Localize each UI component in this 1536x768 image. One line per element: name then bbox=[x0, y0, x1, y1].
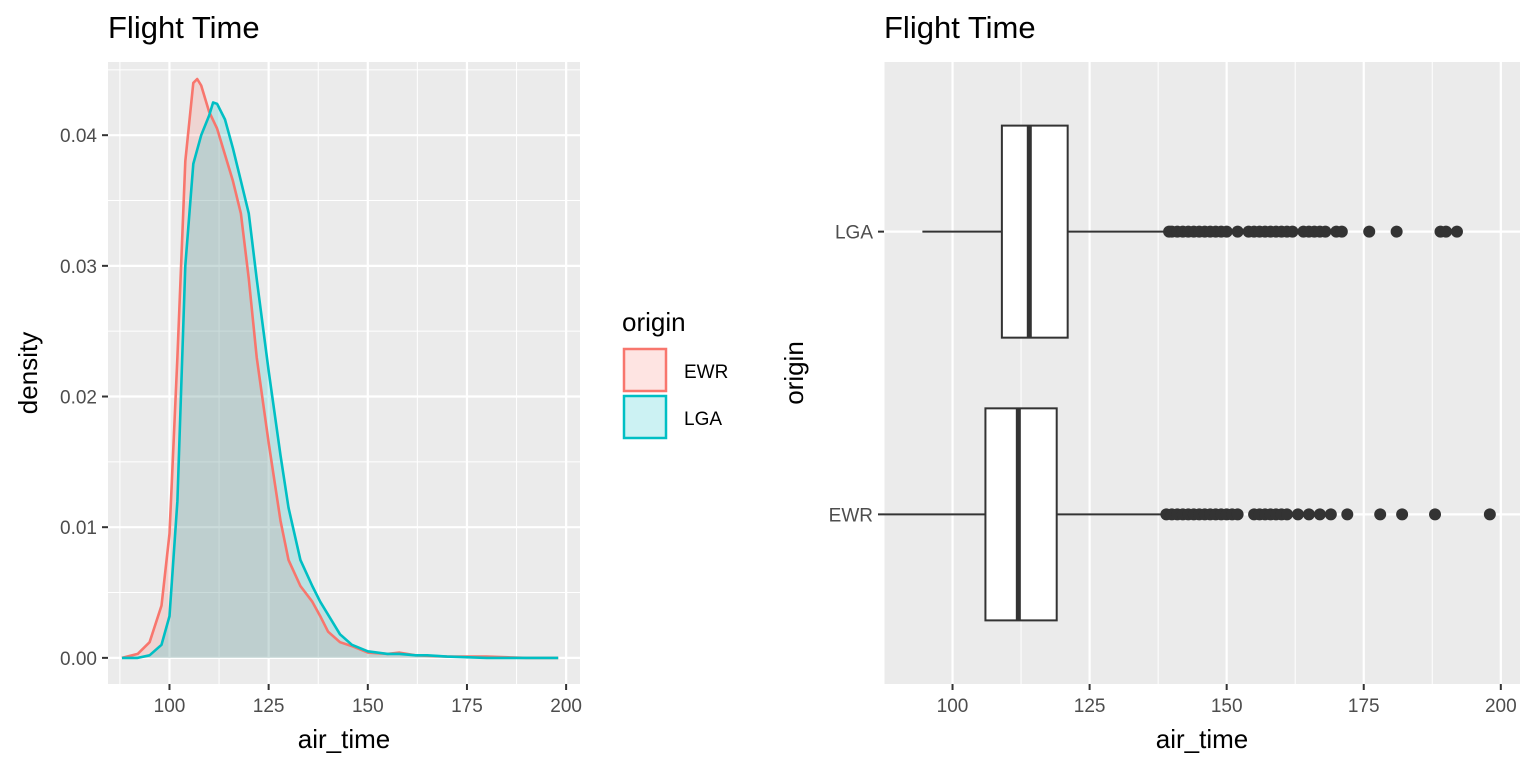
density-x-ticks: 100 125 150 175 200 bbox=[154, 684, 582, 717]
y-tick-label: 0.01 bbox=[60, 518, 97, 539]
box-ewr bbox=[884, 407, 1496, 622]
legend: origin EWR LGA bbox=[622, 307, 728, 440]
box-lga bbox=[922, 124, 1463, 339]
outlier-point bbox=[1220, 225, 1233, 238]
x-tick-label: 100 bbox=[154, 696, 186, 717]
density-y-ticks: 0.00 0.01 0.02 0.03 0.04 bbox=[60, 126, 108, 670]
legend-item-lga: LGA bbox=[622, 394, 722, 440]
x-tick-label: 175 bbox=[1348, 696, 1380, 717]
box-iqr bbox=[1000, 124, 1069, 339]
box-iqr bbox=[984, 407, 1058, 622]
y-tick-label: 0.04 bbox=[60, 126, 97, 147]
x-tick-label: 200 bbox=[1485, 696, 1517, 717]
y-tick-label: EWR bbox=[829, 505, 873, 526]
x-tick-label: 150 bbox=[352, 696, 384, 717]
outlier-point bbox=[1390, 225, 1403, 238]
boxplot-x-ticks: 100 125 150 175 200 bbox=[937, 684, 1517, 717]
x-tick-label: 125 bbox=[1074, 696, 1106, 717]
outlier-point bbox=[1324, 508, 1337, 521]
outlier-point bbox=[1396, 508, 1409, 521]
x-tick-label: 175 bbox=[451, 696, 483, 717]
outlier-point bbox=[1483, 508, 1496, 521]
outlier-point bbox=[1286, 225, 1299, 238]
boxplot-boxes bbox=[884, 124, 1496, 622]
density-series bbox=[121, 77, 559, 660]
legend-title: origin bbox=[622, 307, 686, 337]
x-tick-label: 200 bbox=[550, 696, 582, 717]
outlier-point bbox=[1450, 225, 1463, 238]
y-tick-label: LGA bbox=[835, 223, 873, 244]
boxplot-plot-background bbox=[884, 62, 1520, 684]
outlier-point bbox=[1429, 508, 1442, 521]
y-tick-label: 0.03 bbox=[60, 257, 97, 278]
density-panel: 0.00 0.01 0.02 0.03 0.04 100 125 150 175 200 Fli… bbox=[13, 10, 582, 754]
outlier-point bbox=[1439, 225, 1452, 238]
outlier-point bbox=[1363, 225, 1376, 238]
boxplot-y-axis-title: origin bbox=[779, 341, 809, 405]
y-tick-label: 0.02 bbox=[60, 388, 97, 409]
outlier-point bbox=[1291, 508, 1304, 521]
x-tick-label: 100 bbox=[937, 696, 969, 717]
y-tick-label: 0.00 bbox=[60, 649, 97, 670]
legend-key-lga bbox=[622, 394, 668, 440]
legend-label-lga: LGA bbox=[684, 409, 722, 430]
density-line-lga bbox=[121, 101, 559, 660]
outlier-point bbox=[1374, 508, 1387, 521]
density-y-axis-title: density bbox=[13, 332, 43, 414]
x-tick-label: 150 bbox=[1211, 696, 1243, 717]
density-gridlines bbox=[108, 62, 580, 684]
boxplot-y-ticks: EWR LGA bbox=[829, 223, 884, 526]
density-plot-background bbox=[108, 62, 580, 684]
outlier-point bbox=[1231, 225, 1244, 238]
outlier-point bbox=[1280, 508, 1293, 521]
x-tick-label: 125 bbox=[253, 696, 285, 717]
outlier-point bbox=[1231, 508, 1244, 521]
outlier-point bbox=[1335, 225, 1348, 238]
boxplot-x-axis-title: air_time bbox=[1156, 724, 1248, 754]
legend-label-ewr: EWR bbox=[684, 362, 728, 383]
density-title: Flight Time bbox=[108, 10, 260, 45]
legend-item-ewr: EWR bbox=[622, 347, 728, 393]
density-x-axis-title: air_time bbox=[298, 724, 390, 754]
density-area-ewr bbox=[121, 79, 559, 658]
outlier-point bbox=[1319, 225, 1332, 238]
boxplot-title: Flight Time bbox=[884, 10, 1036, 45]
density-area-lga bbox=[121, 102, 559, 658]
legend-key-ewr bbox=[622, 347, 668, 393]
boxplot-panel: EWR LGA 100 125 150 175 200 Flight Time air_t… bbox=[779, 10, 1520, 754]
outlier-point bbox=[1341, 508, 1354, 521]
outlier-point bbox=[1313, 508, 1326, 521]
outlier-point bbox=[1302, 508, 1315, 521]
